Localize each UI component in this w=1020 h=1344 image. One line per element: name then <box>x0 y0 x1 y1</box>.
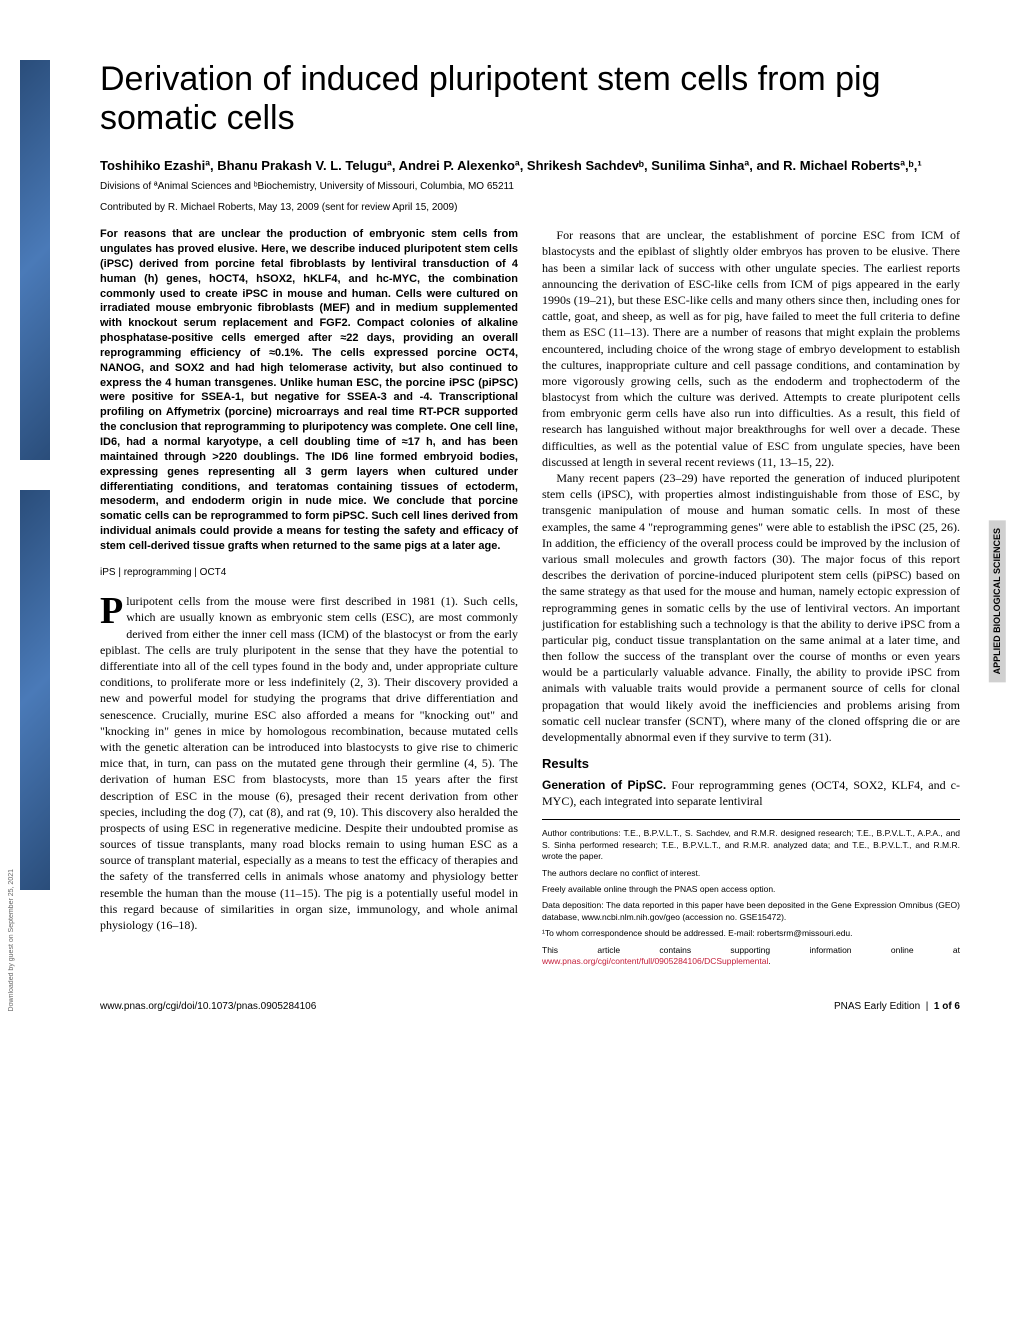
results-subhead: Generation of PipSC. <box>542 778 666 792</box>
footnote-supplemental: This article contains supporting informa… <box>542 945 960 968</box>
page-content: Derivation of induced pluripotent stem c… <box>0 0 1020 1052</box>
col1-p1: luripotent cells from the mouse were fir… <box>100 594 518 932</box>
authors-list: Toshihiko Ezashiª, Bhanu Prakash V. L. T… <box>100 158 960 173</box>
abstract: For reasons that are unclear the product… <box>100 227 518 554</box>
footnote-conflict: The authors declare no conflict of inter… <box>542 868 960 879</box>
contributed-line: Contributed by R. Michael Roberts, May 1… <box>100 202 960 213</box>
col2-p2: Many recent papers (23–29) have reported… <box>542 470 960 745</box>
page-footer: www.pnas.org/cgi/doi/10.1073/pnas.090528… <box>100 993 960 1012</box>
footer-doi: www.pnas.org/cgi/doi/10.1073/pnas.090528… <box>100 1001 316 1012</box>
results-body: Generation of PipSC. Four reprogramming … <box>542 777 960 809</box>
dropcap: P <box>100 593 126 627</box>
footnote-open-access: Freely available online through the PNAS… <box>542 884 960 895</box>
col2-p1: For reasons that are unclear, the establ… <box>542 227 960 470</box>
footnote-data-deposition: Data deposition: The data reported in th… <box>542 900 960 923</box>
keywords: iPS | reprogramming | OCT4 <box>100 566 518 580</box>
footnotes-block: Author contributions: T.E., B.P.V.L.T., … <box>542 819 960 968</box>
right-column: For reasons that are unclear, the establ… <box>542 227 960 973</box>
body-text-col2: For reasons that are unclear, the establ… <box>542 227 960 745</box>
two-column-layout: For reasons that are unclear the product… <box>100 227 960 973</box>
article-title: Derivation of induced pluripotent stem c… <box>100 60 960 138</box>
affiliations: Divisions of ªAnimal Sciences and ᵇBioch… <box>100 181 960 192</box>
results-heading: Results <box>542 755 960 773</box>
left-column: For reasons that are unclear the product… <box>100 227 518 973</box>
supplemental-link[interactable]: www.pnas.org/cgi/content/full/0905284106… <box>542 956 768 966</box>
footer-right: PNAS Early Edition | 1 of 6 <box>834 1001 960 1012</box>
footer-page-number: 1 of 6 <box>934 1001 960 1012</box>
footer-edition: PNAS Early Edition <box>834 1001 920 1012</box>
footnote-author-contrib: Author contributions: T.E., B.P.V.L.T., … <box>542 828 960 862</box>
body-text-col1: Pluripotent cells from the mouse were fi… <box>100 593 518 933</box>
footnote-correspondence: ¹To whom correspondence should be addres… <box>542 928 960 939</box>
